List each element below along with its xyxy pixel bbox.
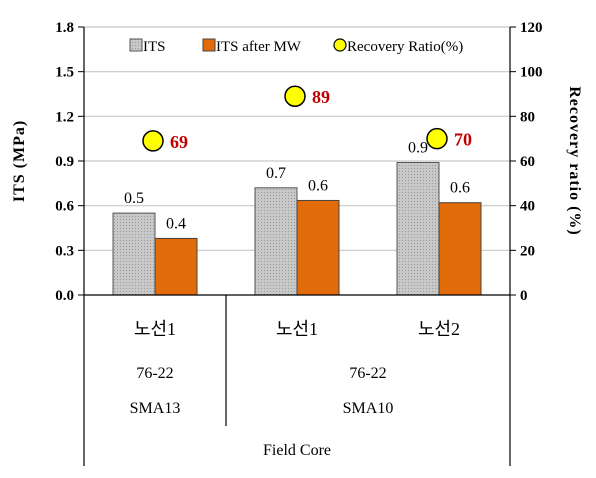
axes: 0.0 0.3 0.6 0.9 1.2 1.5 1.8 0 20 40 60 80 100 120 ITS … xyxy=(11,20,583,304)
legend-label-recovery: Recovery Ratio(%) xyxy=(347,39,463,55)
right-tick-label: 80 xyxy=(520,109,535,125)
left-axis-title: ITS (MPa) xyxy=(11,120,28,202)
recovery-ratio-marker xyxy=(426,127,448,150)
its-value-label: 0.7 xyxy=(266,165,286,182)
right-axis-title: Recovery ratio (%) xyxy=(566,86,583,236)
its-after-mw-bar xyxy=(154,237,198,296)
right-tick-label: 0 xyxy=(520,288,528,304)
group-mix-label: SMA13 xyxy=(130,400,181,417)
right-tick-label: 40 xyxy=(520,199,535,215)
its-value-label: 0.9 xyxy=(408,139,428,156)
category-table: 노선1 노선1 노선2 76-22 76-22 SMA13 SMA10 Field Core xyxy=(83,295,511,466)
left-tick-label: 0.0 xyxy=(55,288,74,304)
right-tick-label: 60 xyxy=(520,154,535,170)
recovery-ratio-label: 70 xyxy=(454,130,472,150)
its-bar xyxy=(254,187,298,296)
right-tick-label: 100 xyxy=(520,65,543,81)
left-tick-label: 1.8 xyxy=(55,20,74,36)
category-label: 노선1 xyxy=(276,319,318,339)
its-after-mw-value-label: 0.6 xyxy=(450,180,470,197)
its-bar xyxy=(112,212,156,296)
data-labels: 0.5 0.4 0.7 0.6 0.9 0.6 xyxy=(124,139,470,232)
group-binder-label: 76-22 xyxy=(349,365,386,382)
x-axis-title: Field Core xyxy=(263,442,331,459)
its-after-mw-value-label: 0.6 xyxy=(308,177,328,194)
its-after-mw-bar xyxy=(438,202,482,296)
its-after-mw-value-label: 0.4 xyxy=(166,215,186,232)
left-tick-label: 0.3 xyxy=(55,243,74,259)
recovery-ratio-label: 89 xyxy=(312,87,330,107)
bars xyxy=(112,161,482,296)
its-value-label: 0.5 xyxy=(124,190,144,207)
recovery-ratio-label: 69 xyxy=(170,132,188,152)
legend-marker-recovery xyxy=(333,38,347,52)
right-tick-label: 20 xyxy=(520,243,535,259)
recovery-markers: 69 89 70 xyxy=(142,85,472,152)
legend-label-its-after-mw: ITS after MW xyxy=(216,39,302,55)
left-tick-label: 1.5 xyxy=(55,65,74,81)
recovery-ratio-marker xyxy=(142,130,164,152)
legend-swatch-its xyxy=(129,38,143,52)
right-tick-label: 120 xyxy=(520,20,543,36)
left-tick-label: 0.9 xyxy=(55,154,74,170)
left-tick-label: 1.2 xyxy=(55,109,74,125)
group-mix-label: SMA10 xyxy=(343,400,394,417)
legend: ITS ITS after MW Recovery Ratio(%) xyxy=(129,38,463,55)
category-label: 노선1 xyxy=(134,319,176,339)
legend-swatch-its-after-mw xyxy=(202,38,216,52)
recovery-ratio-marker xyxy=(284,85,306,107)
category-label: 노선2 xyxy=(418,319,460,339)
its-bar xyxy=(396,161,440,296)
left-tick-label: 0.6 xyxy=(55,199,74,215)
its-after-mw-bar xyxy=(296,199,340,296)
group-binder-label: 76-22 xyxy=(136,365,173,382)
legend-label-its: ITS xyxy=(143,39,166,55)
